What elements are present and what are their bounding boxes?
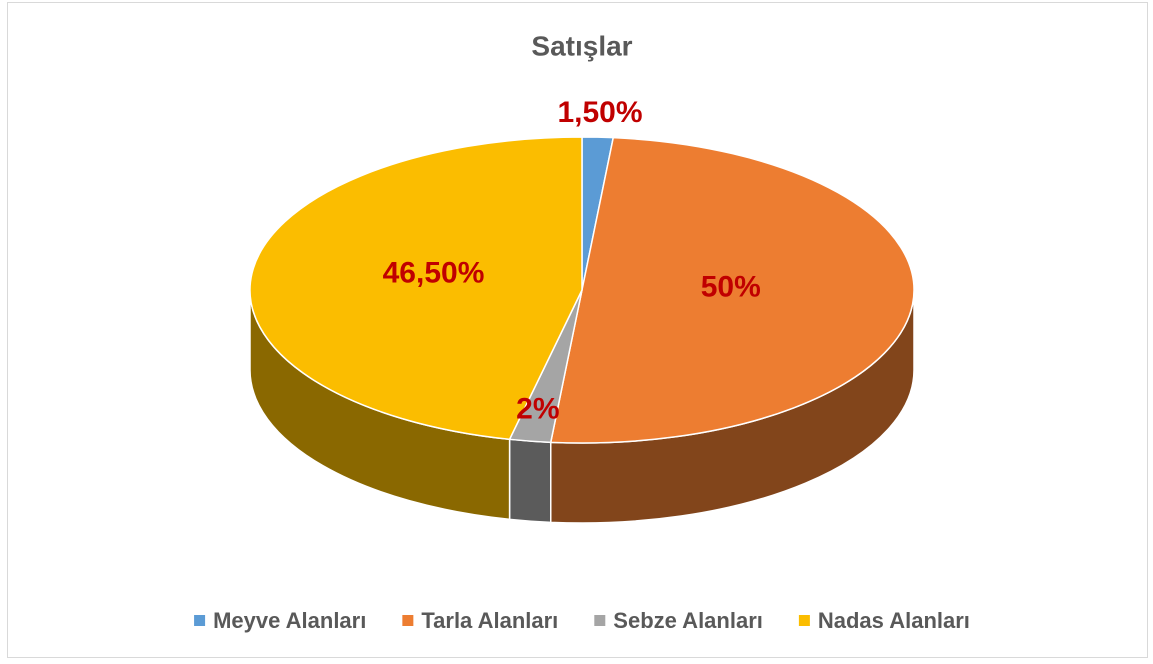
slice <box>249 136 583 441</box>
data-label: 1,50% <box>557 96 642 129</box>
legend-label: Sebze Alanları <box>613 608 763 633</box>
legend-swatch <box>402 615 414 626</box>
legend-swatch <box>798 615 810 626</box>
chart-title: Satışlar <box>531 30 632 61</box>
data-label: 46,50% <box>383 256 485 289</box>
legend-label: Nadas Alanları <box>818 608 970 633</box>
legend-swatch <box>594 615 606 626</box>
slice <box>549 136 915 444</box>
data-label: 2% <box>516 392 559 425</box>
legend-swatch <box>194 615 206 626</box>
slice-side <box>508 438 552 524</box>
legend-label: Tarla Alanları <box>421 608 558 633</box>
data-label: 50% <box>701 270 761 303</box>
legend-label: Meyve Alanları <box>213 608 366 633</box>
